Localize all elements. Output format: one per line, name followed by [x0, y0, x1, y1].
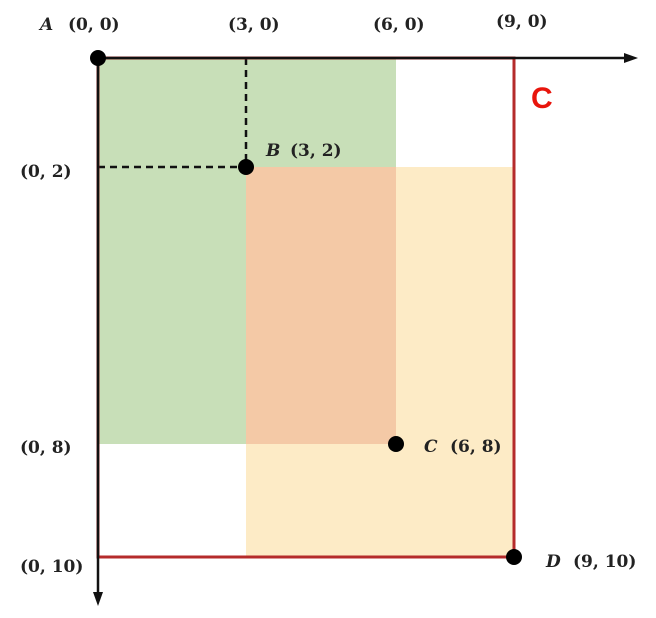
point-d-name: D — [545, 552, 561, 572]
point-d-dot — [506, 549, 522, 565]
corner-label: C — [531, 82, 553, 115]
point-a-dot — [90, 50, 106, 66]
point-c-name: C — [424, 437, 438, 457]
point-d-coord: (9, 10) — [573, 552, 636, 572]
top-label-6: (6, 0) — [373, 15, 425, 35]
x-axis-arrowhead — [624, 53, 638, 63]
left-label-8: (0, 8) — [20, 438, 72, 458]
point-a-coord: (0, 0) — [68, 15, 120, 35]
top-label-9: (9, 0) — [496, 12, 548, 32]
point-b-coord: (3, 2) — [290, 141, 342, 161]
point-a-name: A — [38, 15, 53, 35]
y-axis-arrowhead — [93, 592, 103, 606]
point-b-dot — [238, 159, 254, 175]
point-c-coord: (6, 8) — [450, 437, 502, 457]
overlap-rect — [246, 167, 396, 444]
left-label-10: (0, 10) — [20, 557, 83, 577]
point-c-dot — [388, 436, 404, 452]
top-label-3: (3, 0) — [228, 15, 280, 35]
left-label-2: (0, 2) — [20, 162, 72, 182]
point-b-name: B — [265, 141, 280, 161]
